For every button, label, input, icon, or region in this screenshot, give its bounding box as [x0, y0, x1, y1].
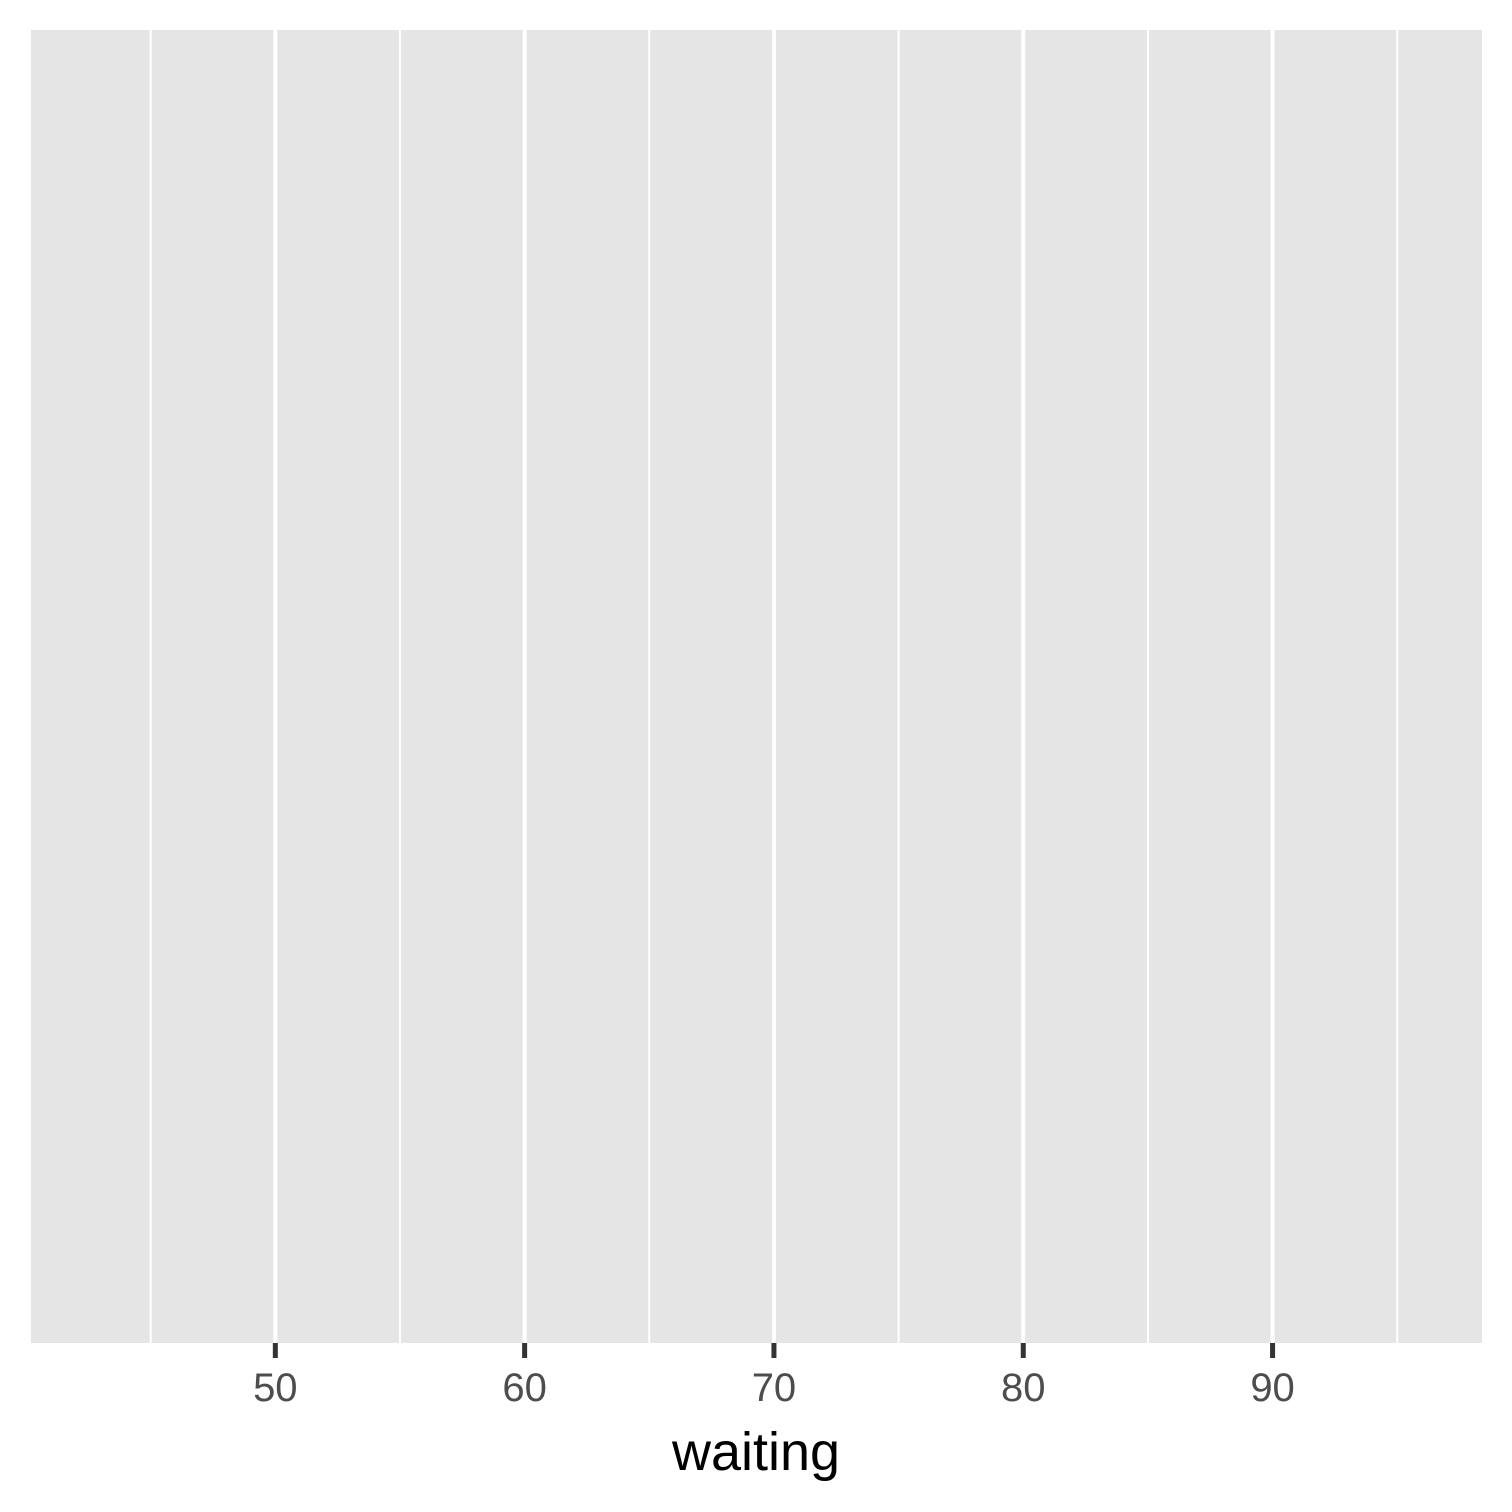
plot-panel [31, 30, 1482, 1343]
x-tick-label-80: 80 [1001, 1366, 1046, 1410]
x-tick-label-90: 90 [1250, 1366, 1295, 1410]
x-tick-label-50: 50 [253, 1366, 298, 1410]
x-tick-label-60: 60 [502, 1366, 547, 1410]
x-tick-label-70: 70 [752, 1366, 797, 1410]
x-axis-title: waiting [671, 1422, 840, 1482]
x-axis-tick-labels: 50 60 70 80 90 [253, 1366, 1295, 1410]
minor-gridlines [149, 30, 1399, 1343]
x-axis-ticks [272, 1343, 1276, 1358]
major-gridlines [273, 30, 1275, 1343]
